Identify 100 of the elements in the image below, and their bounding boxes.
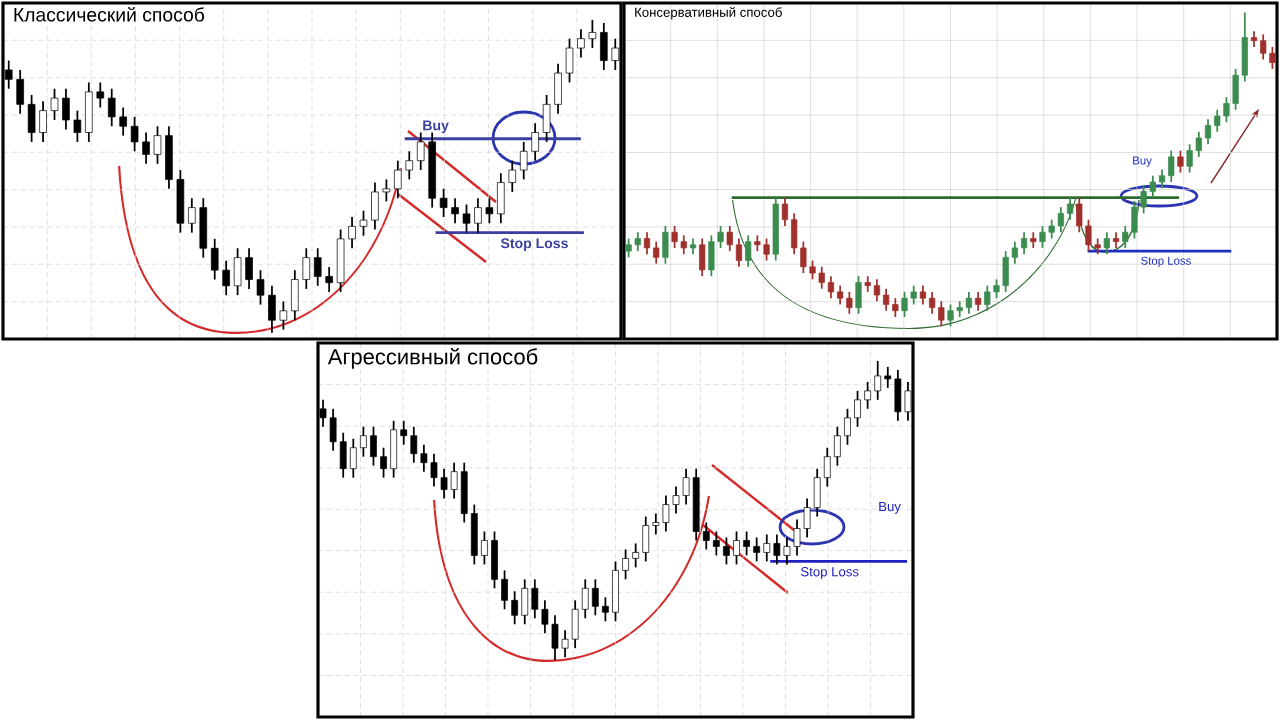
candlestick	[348, 216, 356, 250]
candlestick	[410, 425, 418, 464]
candlestick	[577, 28, 585, 59]
candlestick	[800, 240, 807, 274]
candlestick	[1066, 196, 1074, 221]
candlestick	[793, 518, 801, 557]
annotation: Buy	[879, 501, 901, 514]
candlestick	[561, 629, 569, 659]
candlestick	[256, 269, 265, 306]
candlestick	[1149, 174, 1156, 199]
candlestick	[541, 599, 549, 635]
candlestick	[901, 291, 908, 318]
candlestick	[1103, 231, 1110, 256]
ref-line-label: Stop Loss	[500, 238, 568, 251]
candlestick	[993, 278, 1000, 300]
candlestick	[781, 196, 789, 227]
candlestick	[1039, 225, 1046, 249]
candlestick	[846, 291, 853, 315]
candlestick	[73, 109, 82, 143]
candlestick	[652, 512, 660, 536]
candlestick	[416, 131, 425, 171]
chart-title: Классический способ	[14, 7, 205, 22]
candlestick	[884, 366, 892, 389]
chart-title: Агрессивный способ	[327, 348, 538, 369]
candlestick	[501, 569, 508, 611]
candlestick	[531, 122, 539, 162]
candlestick	[1195, 130, 1202, 158]
candlestick	[929, 291, 936, 315]
candlestick	[302, 247, 311, 290]
candlestick	[511, 590, 519, 626]
candlestick	[319, 398, 327, 428]
candlestick	[400, 419, 408, 446]
candlestick	[625, 237, 632, 259]
candlestick	[313, 247, 322, 287]
candlestick	[50, 87, 59, 121]
candlestick	[420, 443, 428, 473]
candlestick	[634, 231, 641, 252]
candlestick	[892, 297, 899, 318]
candlestick	[349, 437, 357, 479]
candlestick	[382, 178, 391, 203]
candlestick	[643, 231, 651, 256]
candlestick	[873, 278, 881, 303]
candlestick	[773, 533, 781, 566]
candlestick	[833, 425, 841, 467]
candlestick	[107, 87, 116, 128]
candlestick	[1204, 118, 1212, 146]
candlestick	[809, 259, 816, 281]
candlestick	[279, 300, 288, 331]
candlestick	[974, 291, 982, 312]
candlestick	[222, 259, 230, 297]
candlestick	[430, 452, 438, 488]
candlestick	[947, 303, 954, 328]
candlestick	[4, 59, 13, 90]
candlestick	[439, 187, 448, 218]
candlestick	[910, 284, 917, 306]
candlestick	[783, 536, 791, 566]
candlestick	[735, 237, 743, 268]
candlestick	[39, 100, 47, 143]
candlestick	[653, 240, 660, 265]
candlestick	[450, 461, 458, 500]
candlestick	[712, 530, 720, 557]
candlestick	[1076, 196, 1083, 234]
candlestick	[188, 197, 196, 234]
candlestick	[462, 203, 471, 234]
candlestick	[965, 291, 973, 315]
candlestick	[874, 360, 882, 401]
candlestick	[864, 381, 871, 410]
candlestick	[1140, 184, 1147, 215]
candlestick	[1011, 240, 1018, 265]
ref-line-label: Stop Loss	[1141, 256, 1191, 268]
candlestick	[451, 197, 459, 225]
candlestick	[611, 37, 620, 71]
candlestick	[803, 497, 811, 539]
chart-title: Консервативный способ	[635, 7, 782, 20]
candlestick	[671, 225, 678, 249]
annotation: Buy	[1133, 156, 1152, 167]
candlestick	[745, 234, 752, 268]
candlestick	[602, 596, 609, 623]
candlestick	[883, 287, 890, 312]
candlestick	[818, 265, 825, 290]
candlestick	[531, 578, 539, 620]
candlestick	[632, 542, 640, 569]
candlestick	[682, 467, 690, 506]
candlestick	[1048, 218, 1055, 240]
candlestick	[662, 494, 670, 533]
candlestick	[1020, 231, 1028, 256]
candlestick	[717, 225, 724, 249]
candlestick	[360, 425, 367, 458]
candlestick	[702, 521, 710, 551]
candlestick	[844, 407, 851, 446]
candlestick	[1085, 218, 1092, 252]
candlestick	[854, 389, 861, 428]
candlestick	[763, 533, 771, 563]
candlestick	[591, 578, 599, 617]
candlestick	[394, 159, 402, 200]
candlestick	[1260, 33, 1267, 61]
candlestick	[1057, 206, 1064, 234]
candlestick	[481, 530, 488, 566]
candlestick	[984, 284, 991, 312]
candlestick	[1122, 225, 1129, 249]
